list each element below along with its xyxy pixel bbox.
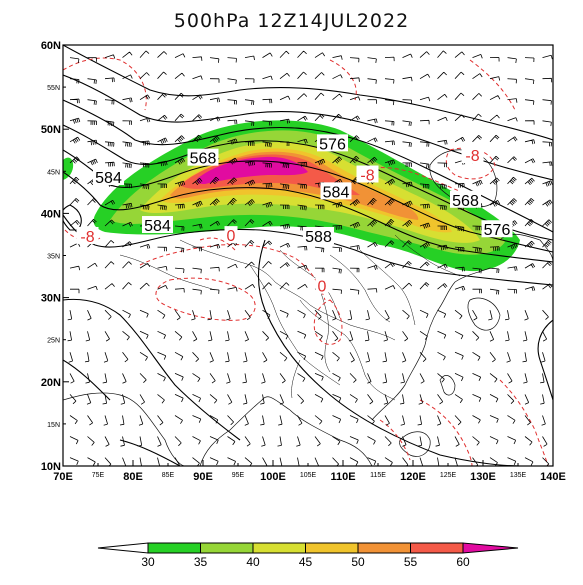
- height-contour-label: 584: [323, 184, 350, 201]
- lat-tick-label: 60N: [41, 40, 61, 52]
- label-background: [315, 276, 329, 294]
- colorbar-segment: [147, 542, 201, 554]
- colorbar-segment: [410, 542, 464, 554]
- borders: [119, 234, 461, 401]
- temperature-contour-label: 0: [227, 228, 236, 245]
- colorbar-low-arrow: [97, 542, 149, 554]
- lon-minor-tick-label: 135E: [510, 472, 527, 479]
- temperature-contour-label: 0: [318, 279, 327, 296]
- lat-tick-label: 50N: [41, 124, 61, 136]
- lon-tick-label: 120E: [400, 471, 426, 483]
- temperature-contour-label: -8: [360, 168, 374, 185]
- label-background: [76, 226, 99, 244]
- lon-tick-label: 110E: [330, 471, 355, 483]
- label-background: [142, 216, 173, 234]
- colorbar: 30 35 40 45 50 55 60: [97, 542, 519, 569]
- colorbar-segment: [357, 542, 411, 554]
- lon-minor-tick-label: 105E: [300, 472, 317, 479]
- label-background: [93, 168, 124, 186]
- lat-tick-label: 30N: [41, 293, 61, 305]
- colorbar-high-arrow: [462, 542, 519, 554]
- height-contour-label: 584: [95, 170, 122, 187]
- colorbar-tick-label: 40: [246, 555, 260, 569]
- lon-minor-tick-label: 95E: [232, 472, 245, 479]
- temperature-labels: -8 -8 -8 0 0: [76, 146, 484, 296]
- lat-minor-tick-label: 45N: [47, 169, 60, 176]
- lat-tick-label: 10N: [41, 461, 61, 473]
- label-background: [320, 182, 352, 200]
- colorbar-tick-label: 30: [141, 555, 155, 569]
- lon-minor-tick-label: 75E: [92, 472, 105, 479]
- height-contour-label: 568: [190, 151, 217, 168]
- height-contour-label: 568: [452, 193, 479, 210]
- lat-minor-tick-label: 15N: [47, 422, 60, 429]
- lon-minor-tick-label: 115E: [370, 472, 386, 479]
- label-background: [356, 165, 379, 183]
- wind-shading-60: [196, 156, 308, 184]
- lat-tick-label: 40N: [41, 208, 61, 220]
- label-background: [461, 146, 484, 164]
- colorbar-tick-label: 35: [194, 555, 208, 569]
- lon-minor-tick-label: 85E: [162, 472, 175, 479]
- temperature-contour-label: -8: [80, 229, 94, 246]
- label-background: [450, 190, 481, 208]
- lon-minor-tick-label: 125E: [440, 472, 457, 479]
- height-contour-label: 576: [484, 222, 511, 239]
- colorbar-segment: [252, 542, 306, 554]
- lat-tick-label: 20N: [41, 377, 61, 389]
- colorbar-tick-label: 60: [456, 555, 470, 569]
- lon-tick-label: 70E: [53, 471, 73, 483]
- lon-tick-label: 80E: [123, 471, 143, 483]
- lon-tick-label: 100E: [260, 471, 286, 483]
- colorbar-tick-label: 50: [351, 555, 365, 569]
- height-labels: 568 576 584 584 584 588 568 576: [93, 134, 513, 246]
- colorbar-segment: [305, 542, 359, 554]
- label-background: [481, 220, 513, 238]
- height-contour-label: 584: [144, 218, 171, 235]
- lat-minor-tick-label: 25N: [47, 338, 60, 345]
- lon-tick-label: 140E: [540, 471, 566, 483]
- lon-tick-label: 90E: [193, 471, 213, 483]
- lat-minor-tick-label: 55N: [47, 85, 60, 92]
- colorbar-tick-label: 45: [299, 555, 313, 569]
- map-title: 500hPa 12Z14JUL2022: [173, 10, 410, 32]
- label-background: [317, 134, 348, 152]
- lat-minor-tick-label: 35N: [47, 254, 60, 261]
- colorbar-tick-label: 55: [404, 555, 418, 569]
- height-contour-label: 588: [305, 229, 332, 246]
- label-background: [303, 226, 334, 244]
- axis-ticks: 70E 80E 90E 100E 110E 120E 130E 140E 75E 85E 95E 10…: [41, 40, 566, 483]
- lon-tick-label: 130E: [470, 471, 496, 483]
- height-contour-label: 576: [319, 136, 346, 153]
- label-background: [224, 226, 238, 244]
- label-background: [187, 148, 219, 166]
- colorbar-segment: [200, 542, 254, 554]
- temperature-contour-label: -8: [465, 148, 479, 165]
